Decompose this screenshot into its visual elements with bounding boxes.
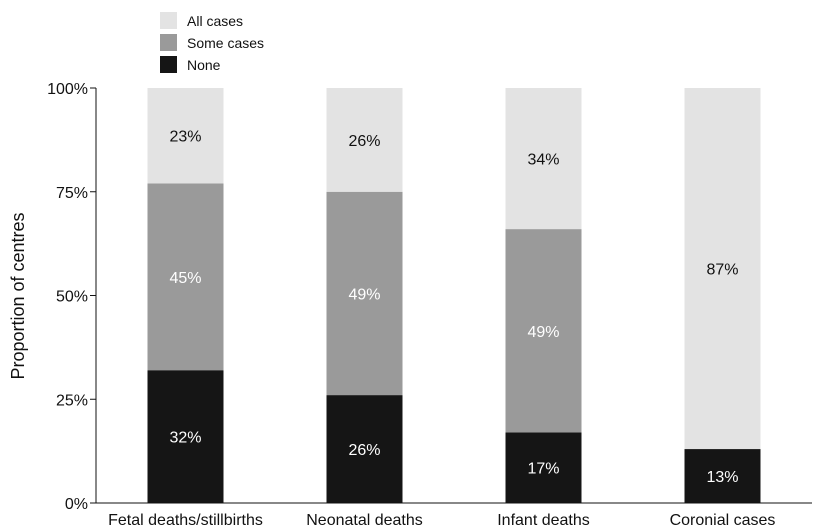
data-label-fetal-deaths-stillbirths-some-cases: 45%	[169, 270, 201, 287]
bars	[147, 88, 761, 503]
data-label-fetal-deaths-stillbirths-all-cases: 23%	[169, 129, 201, 146]
legend-swatch-none	[160, 56, 177, 73]
bar-coronial-cases-all-cases	[684, 88, 761, 450]
bar-infant-deaths-none	[505, 432, 582, 503]
y-axis: 0% 25% 50% 75% 100%	[47, 81, 97, 513]
legend-label-some-cases: Some cases	[187, 35, 264, 51]
legend: All cases Some cases None	[160, 12, 264, 73]
data-label-fetal-deaths-stillbirths-none: 32%	[169, 430, 201, 447]
data-label-neonatal-deaths-none: 26%	[348, 442, 380, 459]
y-tick-label-100: 100%	[47, 81, 88, 98]
x-tick-label-fetal-deaths-stillbirths: Fetal deaths/stillbirths	[108, 512, 263, 529]
x-axis: Fetal deaths/stillbirths Neonatal deaths I…	[96, 502, 812, 529]
y-tick-label-25: 25%	[56, 392, 88, 409]
bar-fetal-deaths-stillbirths-all-cases	[147, 88, 224, 184]
data-label-infant-deaths-all-cases: 34%	[527, 152, 559, 169]
x-tick-label-infant-deaths: Infant deaths	[497, 512, 590, 529]
bar-neonatal-deaths-all-cases	[326, 88, 403, 192]
legend-swatch-some-cases	[160, 34, 177, 51]
bar-neonatal-deaths-some-cases	[326, 191, 403, 396]
data-label-infant-deaths-none: 17%	[527, 461, 559, 478]
bar-coronial-cases-none	[684, 449, 761, 503]
data-label-infant-deaths-some-cases: 49%	[527, 324, 559, 341]
x-tick-label-neonatal-deaths: Neonatal deaths	[306, 512, 423, 529]
legend-label-all-cases: All cases	[187, 13, 243, 29]
x-tick-label-coronial-cases: Coronial cases	[670, 512, 776, 529]
bar-infant-deaths-all-cases	[505, 88, 582, 230]
bar-infant-deaths-some-cases	[505, 229, 582, 433]
bar-fetal-deaths-stillbirths-none	[147, 370, 224, 503]
bar-fetal-deaths-stillbirths-some-cases	[147, 183, 224, 371]
y-tick-label-75: 75%	[56, 185, 88, 202]
data-label-coronial-cases-none: 13%	[706, 469, 738, 486]
y-tick-label-0: 0%	[65, 496, 88, 513]
y-axis-label: Proportion of centres	[8, 212, 28, 379]
data-label-neonatal-deaths-some-cases: 49%	[348, 286, 380, 303]
legend-swatch-all-cases	[160, 12, 177, 29]
bar-neonatal-deaths-none	[326, 395, 403, 503]
data-label-coronial-cases-all-cases: 87%	[706, 262, 738, 279]
data-label-neonatal-deaths-all-cases: 26%	[348, 133, 380, 150]
legend-label-none: None	[187, 57, 221, 73]
data-labels: 32% 45% 23% 26% 49% 26% 17% 49% 34% 13% 87%	[169, 129, 738, 486]
y-tick-label-50: 50%	[56, 289, 88, 306]
